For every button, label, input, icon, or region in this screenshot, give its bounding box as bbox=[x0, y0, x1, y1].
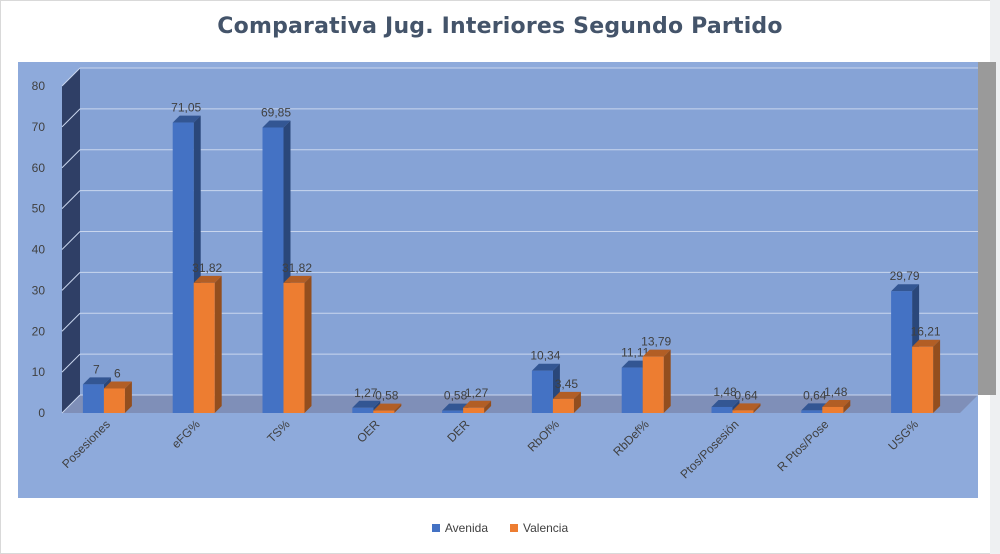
bar-top-valencia bbox=[822, 399, 851, 407]
y-tick-label: 0 bbox=[38, 406, 45, 420]
legend-swatch-valencia bbox=[510, 524, 518, 532]
y-tick-label: 10 bbox=[32, 365, 46, 379]
data-label-avenida: 10,34 bbox=[530, 349, 560, 363]
bar-top-valencia bbox=[732, 403, 761, 411]
bar-top-valencia bbox=[103, 381, 132, 389]
bar-avenida bbox=[262, 127, 284, 413]
bar-valencia bbox=[732, 410, 754, 413]
bar-side-valencia bbox=[484, 400, 492, 413]
data-label-avenida: 7 bbox=[93, 362, 100, 376]
data-label-valencia: 16,21 bbox=[911, 325, 941, 339]
bar-valencia bbox=[642, 356, 664, 413]
bar-avenida bbox=[801, 410, 823, 413]
bar-valencia bbox=[283, 282, 305, 413]
y-tick-label: 60 bbox=[32, 161, 46, 175]
bar-avenida bbox=[621, 367, 643, 413]
y-tick-label: 30 bbox=[32, 283, 46, 297]
bar-valencia bbox=[463, 407, 485, 413]
bar-side-valencia bbox=[933, 339, 941, 413]
bar-top-avenida bbox=[82, 377, 111, 385]
gridline-side bbox=[61, 272, 81, 291]
data-label-valencia: 31,82 bbox=[282, 261, 312, 275]
bar-side-valencia bbox=[304, 275, 312, 413]
bar-valencia bbox=[193, 282, 215, 413]
bar-top-valencia bbox=[373, 403, 402, 411]
y-tick-label: 40 bbox=[32, 243, 46, 257]
data-label-avenida: 1,48 bbox=[713, 385, 737, 399]
data-label-avenida: 69,85 bbox=[261, 105, 291, 119]
bar-side-valencia bbox=[843, 399, 851, 413]
data-label-valencia: 13,79 bbox=[641, 335, 671, 349]
bar-top-valencia bbox=[552, 391, 581, 399]
data-label-valencia: 1,27 bbox=[465, 386, 489, 400]
data-label-valencia: 0,64 bbox=[734, 388, 758, 402]
gridline-side bbox=[61, 149, 81, 169]
bar-valencia bbox=[373, 410, 395, 413]
data-label-avenida: 1,27 bbox=[354, 386, 378, 400]
bar-top-avenida bbox=[891, 284, 920, 292]
right-wall bbox=[978, 62, 996, 395]
bar-side-valencia bbox=[573, 391, 581, 413]
bar-side-valencia bbox=[394, 403, 402, 413]
gridline-side bbox=[61, 67, 81, 87]
legend-item-valencia: Valencia bbox=[510, 521, 568, 535]
data-label-valencia: 31,82 bbox=[192, 261, 222, 275]
bar-avenida bbox=[82, 384, 104, 413]
data-label-valencia: 6 bbox=[114, 366, 121, 380]
data-label-avenida: 29,79 bbox=[890, 269, 920, 283]
gridline-side bbox=[61, 353, 81, 373]
data-label-avenida: 71,05 bbox=[171, 101, 201, 115]
chart-title: Comparativa Jug. Interiores Segundo Part… bbox=[217, 14, 783, 39]
bar-avenida bbox=[531, 370, 553, 413]
gridline-side bbox=[61, 394, 81, 414]
data-label-valencia: 1,48 bbox=[824, 385, 848, 399]
bar-top-avenida bbox=[531, 363, 560, 371]
bar-avenida bbox=[891, 291, 913, 413]
bar-top-avenida bbox=[711, 399, 740, 407]
y-tick-label: 70 bbox=[32, 120, 46, 134]
gridline-side bbox=[61, 190, 81, 209]
bar-side-valencia bbox=[124, 381, 132, 413]
bar-top-valencia bbox=[642, 349, 671, 357]
legend-label-avenida: Avenida bbox=[444, 521, 488, 535]
bar-top-valencia bbox=[463, 400, 492, 408]
bar-top-valencia bbox=[283, 275, 312, 283]
bar-valencia bbox=[912, 346, 934, 413]
gridline-side bbox=[61, 108, 81, 128]
data-label-valencia: 0,58 bbox=[375, 389, 399, 403]
bar-valencia bbox=[103, 388, 125, 413]
bar-top-avenida bbox=[172, 115, 201, 123]
data-label-avenida: 0,64 bbox=[803, 388, 827, 402]
gridline-side bbox=[61, 312, 81, 332]
bar-side-valencia bbox=[214, 275, 222, 413]
bar-valencia bbox=[552, 398, 574, 413]
data-label-avenida: 0,58 bbox=[444, 389, 468, 403]
bar-top-valencia bbox=[193, 275, 222, 283]
bar-avenida bbox=[711, 406, 733, 413]
y-tick-label: 20 bbox=[32, 324, 46, 338]
y-tick-label: 80 bbox=[32, 79, 46, 93]
bar-top-avenida bbox=[262, 120, 291, 128]
bar-side-valencia bbox=[753, 403, 761, 413]
legend: Avenida Valencia bbox=[0, 521, 1000, 535]
bar-top-avenida bbox=[352, 400, 381, 408]
y-tick-label: 50 bbox=[32, 202, 46, 216]
legend-label-valencia: Valencia bbox=[523, 521, 569, 535]
bar-valencia bbox=[822, 406, 844, 413]
bar-avenida bbox=[172, 122, 194, 413]
gridline-side bbox=[61, 231, 81, 250]
data-label-valencia: 3,45 bbox=[555, 377, 579, 391]
bar-side-valencia bbox=[663, 349, 671, 413]
bar-avenida bbox=[442, 410, 464, 413]
legend-swatch-avenida bbox=[431, 524, 440, 532]
bar-avenida bbox=[352, 407, 374, 413]
bar-top-valencia bbox=[912, 339, 941, 347]
legend-item-avenida: Avenida bbox=[431, 521, 488, 535]
data-label-avenida: 11,11 bbox=[621, 346, 650, 360]
